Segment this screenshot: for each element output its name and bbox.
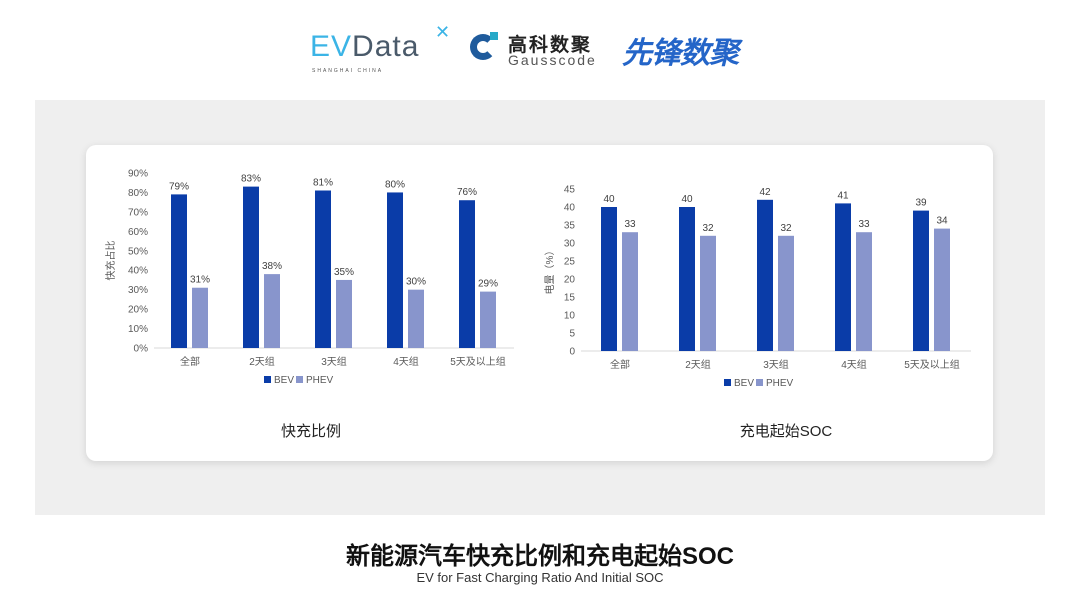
- chart2-x-tick: 全部: [610, 358, 630, 371]
- chart2-y-tick: 30: [564, 239, 576, 250]
- chart1-y-tick: 40%: [128, 266, 148, 277]
- chart1-y-tick: 10%: [128, 324, 148, 335]
- chart1-legend-phev: PHEV: [306, 375, 334, 386]
- chart2-legend-swatch-phev: [756, 379, 763, 386]
- chart1-x-tick: 全部: [180, 355, 200, 368]
- chart1-data-label: 38%: [262, 261, 282, 272]
- chart2-data-label: 39: [915, 198, 927, 209]
- chart1-data-label: 80%: [385, 179, 405, 190]
- chart1-y-tick: 90%: [128, 169, 148, 180]
- chart1-y-tick: 80%: [128, 188, 148, 199]
- chart1-bar-phev: [480, 291, 496, 348]
- chart2-bar-phev: [856, 232, 872, 351]
- chart2-y-tick: 15: [564, 293, 576, 304]
- chart2-y-label: 电量（%）: [543, 246, 556, 295]
- chart2-data-label: 42: [759, 187, 771, 198]
- chart2-bar-bev: [679, 207, 695, 351]
- chart2-data-label: 32: [780, 223, 792, 234]
- chart2-bar-bev: [757, 199, 773, 351]
- chart2-y-tick: 20: [564, 275, 576, 286]
- chart2-data-label: 34: [936, 216, 948, 227]
- chart1-data-label: 81%: [313, 178, 333, 189]
- chart1-data-label: 35%: [334, 267, 354, 278]
- chart1-legend-bev: BEV: [274, 375, 294, 386]
- chart2-y-tick: 35: [564, 221, 576, 232]
- chart2-y-tick: 10: [564, 311, 576, 322]
- chart1-data-label: 76%: [457, 187, 477, 198]
- chart2-data-label: 33: [858, 219, 870, 230]
- chart1-title: 快充比例: [280, 423, 341, 440]
- chart2-data-label: 33: [624, 219, 636, 230]
- chart1-y-tick: 60%: [128, 227, 148, 238]
- chart1-bar-bev: [387, 192, 403, 348]
- chart2-bar-phev: [700, 235, 716, 351]
- chart2-bar-bev: [601, 207, 617, 351]
- chart1-bar-bev: [243, 186, 259, 348]
- gausscode-cn: 高科数聚: [508, 35, 593, 56]
- gausscode-square-icon: [490, 32, 498, 40]
- chart2-x-tick: 5天及以上组: [904, 358, 960, 371]
- page-title: 新能源汽车快充比例和充电起始SOC: [345, 543, 734, 570]
- chart2-bar-phev: [778, 235, 794, 351]
- chart1-data-label: 30%: [406, 277, 426, 288]
- evdata-tagline: SHANGHAI CHINA: [312, 68, 384, 74]
- chart1-bar-phev: [264, 274, 280, 348]
- chart2-data-label: 40: [603, 194, 615, 205]
- chart2-title: 充电起始SOC: [739, 423, 833, 440]
- chart1-bar-bev: [315, 190, 331, 348]
- chart1-bar-phev: [192, 287, 208, 348]
- chart1-legend-swatch-bev: [264, 376, 271, 383]
- chart1-y-tick: 20%: [128, 305, 148, 316]
- chart2-data-label: 41: [837, 190, 849, 201]
- chart1-x-tick: 3天组: [321, 355, 347, 368]
- chart2-y-tick: 40: [564, 203, 576, 214]
- chart1-x-tick: 5天及以上组: [450, 355, 506, 368]
- chart1-data-label: 31%: [190, 275, 210, 286]
- chart2-data-label: 40: [681, 194, 693, 205]
- gausscode-en: Gausscode: [508, 52, 597, 68]
- chart1-data-label: 83%: [241, 174, 261, 185]
- chart2-y-tick: 25: [564, 257, 576, 268]
- chart2-legend-bev: BEV: [734, 378, 754, 389]
- chart2-data-label: 32: [702, 223, 714, 234]
- evdata-logo: EVData ✕ SHANGHAI CHINA: [310, 22, 450, 74]
- chart1-y-tick: 70%: [128, 207, 148, 218]
- chart1-legend-swatch-phev: [296, 376, 303, 383]
- chart1-y-tick: 30%: [128, 285, 148, 296]
- chart2-bar-bev: [835, 203, 851, 351]
- chart1-data-label: 29%: [478, 279, 498, 290]
- chart2-bar-phev: [934, 228, 950, 351]
- chart1-data-label: 79%: [169, 181, 189, 192]
- chart2-x-tick: 2天组: [685, 358, 711, 371]
- chart1-y-tick: 0%: [134, 344, 149, 355]
- chart2-y-tick: 0: [569, 347, 575, 358]
- chart1-bar-bev: [171, 194, 187, 348]
- chart1-y-tick: 50%: [128, 246, 148, 257]
- xianfeng-logo: 先锋数聚: [622, 37, 739, 70]
- page-subtitle: EV for Fast Charging Ratio And Initial S…: [416, 570, 664, 585]
- evdata-logo-data: Data: [352, 30, 420, 63]
- logo-bar: EVData ✕ SHANGHAI CHINA 高科数聚 Gausscode 先…: [0, 22, 1080, 82]
- chart2-y-tick: 45: [564, 185, 576, 196]
- chart1-y-label: 快充占比: [104, 241, 117, 281]
- chart2-y-tick: 5: [569, 329, 575, 340]
- chart1-bar-bev: [459, 200, 475, 348]
- chart2-x-tick: 3天组: [763, 358, 789, 371]
- chart2-legend-swatch-bev: [724, 379, 731, 386]
- evdata-x-icon: ✕: [435, 22, 452, 42]
- chart1-x-tick: 4天组: [393, 355, 419, 368]
- chart1-bar-phev: [408, 289, 424, 348]
- chart2-bar-phev: [622, 232, 638, 351]
- chart1-bar-phev: [336, 279, 352, 348]
- gausscode-mark-icon: [470, 34, 496, 60]
- chart2-x-tick: 4天组: [841, 358, 867, 371]
- evdata-logo-ev: EV: [310, 30, 353, 63]
- chart2-bar-bev: [913, 210, 929, 351]
- chart1-x-tick: 2天组: [249, 355, 275, 368]
- chart2-legend-phev: PHEV: [766, 378, 794, 389]
